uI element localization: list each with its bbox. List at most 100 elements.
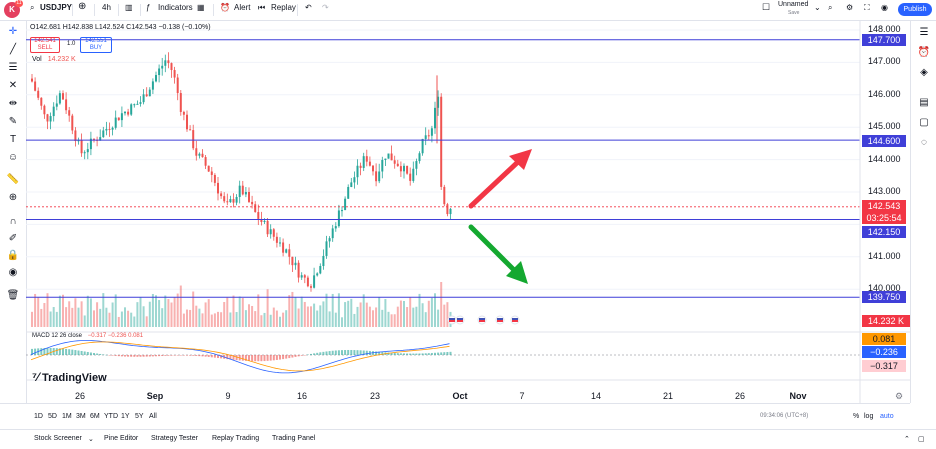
layout-checkbox-icon[interactable]: ☐ (762, 2, 771, 12)
candle (40, 97, 43, 106)
fib-retracement-icon[interactable]: ☰ (8, 62, 18, 73)
chevron-down-icon[interactable]: ⌄ (88, 436, 94, 443)
alert-button[interactable]: Alert (234, 3, 251, 12)
volume-bar (151, 293, 154, 327)
zoom-in-icon[interactable]: ⊕ (8, 192, 18, 203)
volume-bar (279, 316, 281, 327)
fullscreen-icon[interactable]: ⛶ (864, 3, 870, 12)
quick-search-icon[interactable]: ⌕ (828, 3, 833, 12)
magnet-icon[interactable]: ∩ (9, 216, 17, 227)
maximize-panel-icon[interactable]: ▢ (918, 436, 925, 443)
settings-icon[interactable]: ⚙ (846, 3, 854, 12)
redo-icon[interactable]: ↷ (322, 3, 329, 12)
replay-icon[interactable]: ⏮ (258, 3, 266, 12)
candle (303, 275, 306, 278)
volume-bar (300, 296, 303, 327)
tradingview-logo[interactable]: ⁷⁄ TradingView (32, 370, 107, 384)
candlesticks (31, 52, 452, 292)
trend-line-icon[interactable]: ╱ (9, 44, 17, 55)
range-5d[interactable]: 5D (48, 413, 57, 420)
volume-legend: Vol 14.232 K (32, 56, 76, 63)
symbol-search[interactable]: USDJPY (40, 3, 73, 12)
range-1d[interactable]: 1D (34, 413, 43, 420)
hline-tag-144600: 144.600 (862, 135, 906, 147)
macd-histogram-bar (393, 352, 396, 355)
lock-icon[interactable]: 🔒 (6, 250, 20, 261)
volume-bar (77, 307, 80, 327)
pattern-icon[interactable]: ✕ (8, 80, 18, 91)
range-5y[interactable]: 5Y (135, 413, 144, 420)
ruler-icon[interactable]: 📏 (6, 174, 20, 185)
event-flag-icon (479, 318, 485, 320)
hide-drawings-icon[interactable]: ◉ (8, 267, 18, 278)
measure-icon[interactable]: ⇹ (8, 98, 18, 109)
volume-bar (89, 298, 92, 327)
panel-strategy-tester[interactable]: Strategy Tester (151, 435, 198, 442)
volume-bar (145, 316, 148, 327)
volume-bar (195, 305, 198, 327)
volume-bar (251, 305, 254, 327)
save-label[interactable]: Save (788, 10, 800, 16)
text-tool-icon[interactable]: T (9, 134, 17, 145)
auto-toggle[interactable]: auto (880, 413, 894, 420)
range-all[interactable]: All (149, 413, 157, 420)
macd-histogram-bar (325, 351, 328, 355)
candle (241, 185, 244, 195)
candle (102, 130, 105, 138)
macd-histogram-bar (440, 352, 443, 355)
layout-dropdown-icon[interactable]: ⌄ (814, 3, 821, 12)
candle-type-icon[interactable]: ▥ (125, 3, 133, 12)
log-toggle[interactable]: log (864, 413, 874, 420)
tv-logo-icon: ⁷⁄ (32, 370, 39, 384)
publish-button[interactable]: Publish (898, 3, 932, 16)
chat-icon[interactable]: ◌ (921, 137, 927, 148)
replay-button[interactable]: Replay (271, 3, 296, 12)
price-axis-label: 147.000 (868, 56, 901, 67)
volume-bar (148, 301, 151, 327)
down-arrow-head (506, 261, 528, 284)
compare-add-icon[interactable]: ⊕ (78, 1, 87, 12)
emoji-icon[interactable]: ☺ (7, 152, 19, 163)
alerts-clock-icon[interactable]: ⏰ (917, 47, 931, 58)
panel-pine-editor[interactable]: Pine Editor (104, 435, 139, 442)
range-1m[interactable]: 1M (62, 413, 72, 420)
layers-icon[interactable]: ◈ (920, 67, 928, 78)
indicators-icon[interactable]: ƒ (146, 3, 151, 12)
range-1y[interactable]: 1Y (121, 413, 130, 420)
interval-selector[interactable]: 4h (102, 3, 111, 12)
axis-settings-icon[interactable]: ⚙ (895, 391, 904, 401)
indicators-button[interactable]: Indicators (158, 3, 193, 12)
collapse-panel-icon[interactable]: ⌃ (904, 436, 910, 443)
volume-bar (266, 289, 269, 327)
ideas-icon[interactable]: ▢ (919, 117, 929, 128)
range-3m[interactable]: 3M (76, 413, 86, 420)
stay-in-drawing-icon[interactable]: ✐ (8, 233, 18, 244)
macd-histogram-bar (195, 355, 198, 356)
undo-icon[interactable]: ↶ (305, 3, 312, 12)
layout-name[interactable]: Unnamed (778, 1, 809, 8)
search-icon[interactable]: ⌕ (30, 3, 35, 12)
range-ytd[interactable]: YTD (104, 413, 118, 420)
crosshair-icon[interactable]: ✛ (8, 26, 18, 37)
candle (179, 93, 182, 112)
alert-icon[interactable]: ⏰ (220, 3, 230, 12)
panel-trading[interactable]: Trading Panel (272, 435, 316, 442)
candle (235, 197, 238, 203)
panel-stock-screener[interactable]: Stock Screener (34, 435, 82, 442)
volume-bar (353, 313, 356, 327)
range-6m[interactable]: 6M (90, 413, 100, 420)
watchlist-icon[interactable]: ☰ (919, 27, 929, 38)
candle (210, 171, 213, 175)
buy-button[interactable]: 142.551 BUY (80, 37, 112, 53)
snapshot-icon[interactable]: ◉ (881, 3, 888, 12)
news-icon[interactable]: ▤ (919, 97, 929, 108)
panel-replay-trading[interactable]: Replay Trading (212, 435, 260, 442)
brush-icon[interactable]: ✎ (8, 116, 18, 127)
clock[interactable]: 09:34:06 (UTC+8) (760, 413, 809, 419)
trash-icon[interactable]: 🗑 (6, 290, 20, 301)
macd-histogram-bar (124, 355, 126, 357)
percent-toggle[interactable]: % (853, 413, 860, 420)
sell-button[interactable]: 142.541 SELL (30, 37, 60, 53)
templates-icon[interactable]: ▦ (197, 3, 205, 12)
